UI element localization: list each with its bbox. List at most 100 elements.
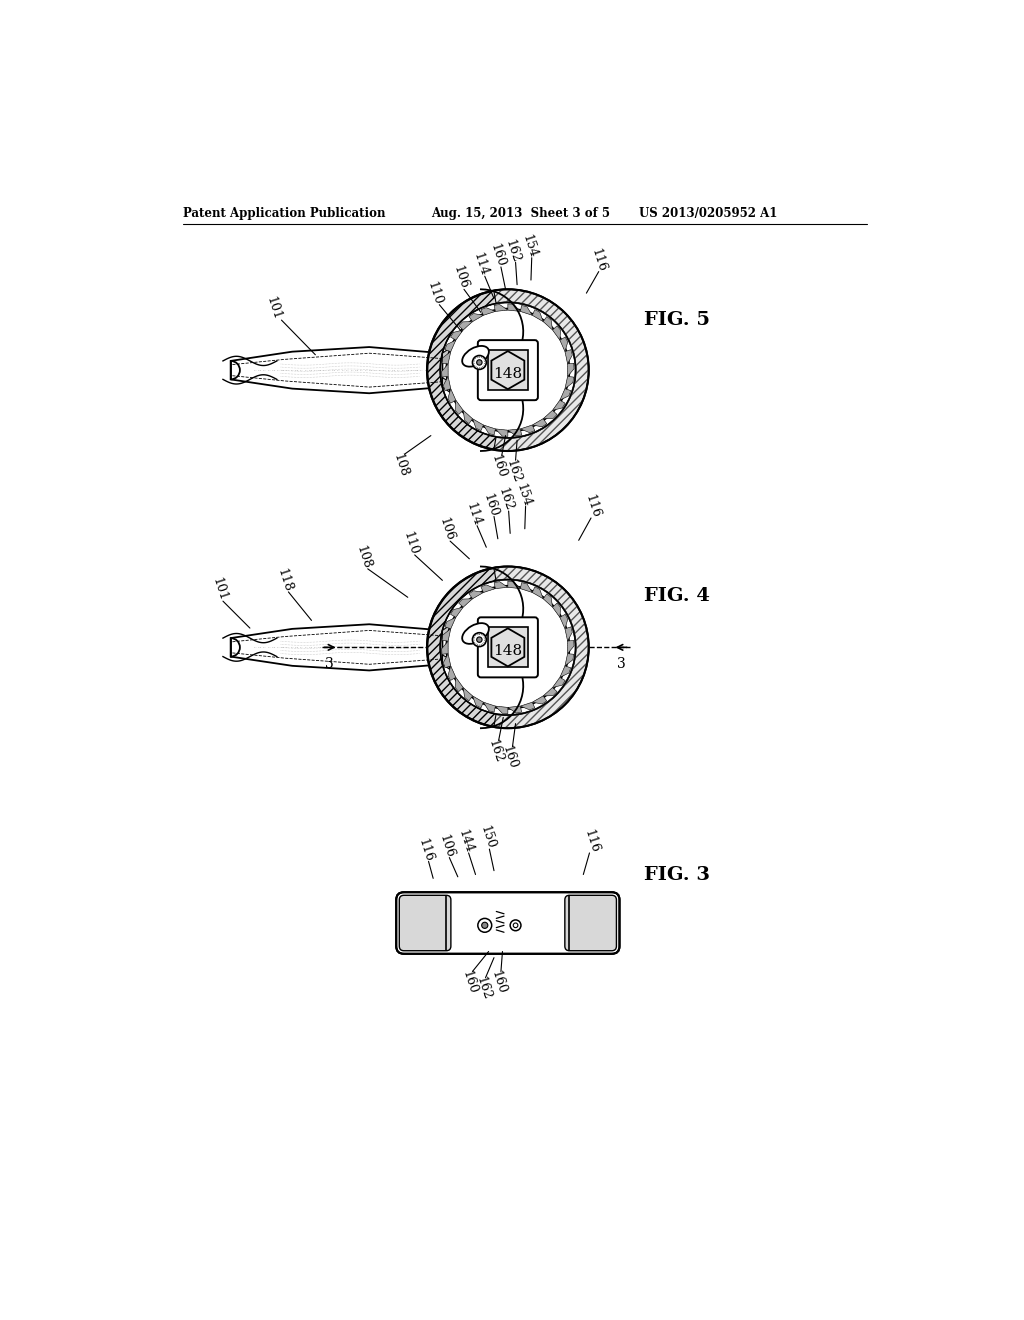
Text: 160: 160: [488, 969, 509, 995]
Wedge shape: [427, 289, 589, 451]
Polygon shape: [560, 337, 567, 351]
Text: 162: 162: [485, 738, 506, 764]
Circle shape: [477, 638, 482, 643]
Text: FIG. 5: FIG. 5: [644, 312, 711, 329]
Polygon shape: [565, 350, 572, 364]
Circle shape: [472, 355, 486, 370]
Polygon shape: [442, 378, 484, 416]
Text: FIG. 4: FIG. 4: [644, 587, 711, 605]
Polygon shape: [565, 653, 573, 665]
Text: 106: 106: [436, 516, 456, 543]
Polygon shape: [442, 655, 484, 693]
Text: 114: 114: [471, 251, 490, 279]
Circle shape: [446, 309, 569, 432]
Polygon shape: [444, 341, 456, 351]
Polygon shape: [443, 653, 451, 668]
Text: 160: 160: [487, 242, 507, 269]
Polygon shape: [472, 418, 483, 430]
Polygon shape: [553, 326, 560, 341]
Text: Aug. 15, 2013  Sheet 3 of 5: Aug. 15, 2013 Sheet 3 of 5: [431, 207, 610, 220]
Polygon shape: [230, 347, 442, 393]
Polygon shape: [481, 308, 496, 315]
Polygon shape: [459, 599, 472, 607]
Text: 162: 162: [503, 238, 522, 264]
Polygon shape: [532, 587, 543, 599]
Polygon shape: [553, 677, 565, 688]
FancyBboxPatch shape: [565, 895, 616, 950]
Text: 3: 3: [617, 657, 627, 672]
Text: 106: 106: [436, 833, 456, 859]
Text: 114: 114: [463, 500, 483, 528]
Text: 108: 108: [390, 451, 410, 478]
Text: 154: 154: [513, 482, 534, 508]
Text: 154: 154: [519, 232, 540, 260]
Bar: [487, 627, 528, 668]
Polygon shape: [443, 376, 451, 391]
Text: FIG. 3: FIG. 3: [644, 866, 711, 883]
Polygon shape: [444, 618, 456, 628]
Ellipse shape: [462, 623, 488, 644]
Polygon shape: [455, 400, 463, 414]
Wedge shape: [427, 566, 589, 729]
Text: 160: 160: [488, 453, 509, 480]
Text: 144: 144: [456, 828, 475, 855]
Text: 148: 148: [494, 644, 522, 659]
Polygon shape: [567, 640, 574, 653]
Polygon shape: [508, 706, 521, 713]
Polygon shape: [441, 642, 449, 655]
Polygon shape: [543, 594, 553, 607]
Polygon shape: [469, 314, 483, 322]
Polygon shape: [447, 388, 456, 404]
Polygon shape: [565, 376, 573, 388]
Circle shape: [481, 923, 487, 928]
Polygon shape: [508, 429, 521, 436]
Polygon shape: [469, 591, 483, 599]
Text: 116: 116: [583, 492, 602, 520]
Circle shape: [513, 923, 518, 928]
Text: 162: 162: [473, 975, 494, 1002]
Text: 116: 116: [582, 828, 601, 855]
Polygon shape: [560, 614, 567, 628]
FancyBboxPatch shape: [396, 892, 620, 954]
Polygon shape: [442, 351, 451, 364]
Polygon shape: [428, 569, 496, 726]
Circle shape: [446, 586, 569, 709]
Polygon shape: [442, 628, 451, 642]
Polygon shape: [428, 292, 496, 449]
Polygon shape: [496, 429, 508, 437]
Text: 110: 110: [400, 529, 420, 557]
Text: 162: 162: [496, 486, 515, 513]
FancyBboxPatch shape: [478, 618, 538, 677]
Text: 148: 148: [494, 367, 522, 381]
Polygon shape: [508, 304, 520, 312]
Polygon shape: [560, 665, 570, 677]
Circle shape: [510, 920, 521, 931]
Polygon shape: [565, 627, 572, 642]
Text: 118: 118: [274, 566, 295, 594]
Text: 108: 108: [353, 544, 373, 570]
Polygon shape: [532, 310, 543, 322]
Circle shape: [472, 632, 486, 647]
Polygon shape: [553, 400, 565, 411]
Polygon shape: [451, 607, 463, 618]
Polygon shape: [543, 411, 557, 418]
Polygon shape: [496, 706, 508, 714]
Polygon shape: [520, 425, 535, 433]
Text: US 2013/0205952 A1: US 2013/0205952 A1: [639, 207, 777, 220]
Bar: [487, 350, 528, 391]
Text: 160: 160: [480, 491, 500, 519]
Polygon shape: [463, 411, 472, 424]
Polygon shape: [532, 418, 547, 426]
Text: 150: 150: [477, 824, 497, 851]
Text: 101: 101: [209, 576, 229, 603]
Polygon shape: [483, 702, 496, 711]
Circle shape: [478, 919, 492, 932]
Text: 110: 110: [425, 280, 444, 306]
Polygon shape: [520, 582, 532, 593]
Text: 116: 116: [416, 837, 435, 863]
Polygon shape: [553, 603, 560, 618]
Circle shape: [477, 360, 482, 366]
FancyBboxPatch shape: [478, 341, 538, 400]
Polygon shape: [481, 585, 496, 593]
Text: 162: 162: [504, 458, 523, 484]
